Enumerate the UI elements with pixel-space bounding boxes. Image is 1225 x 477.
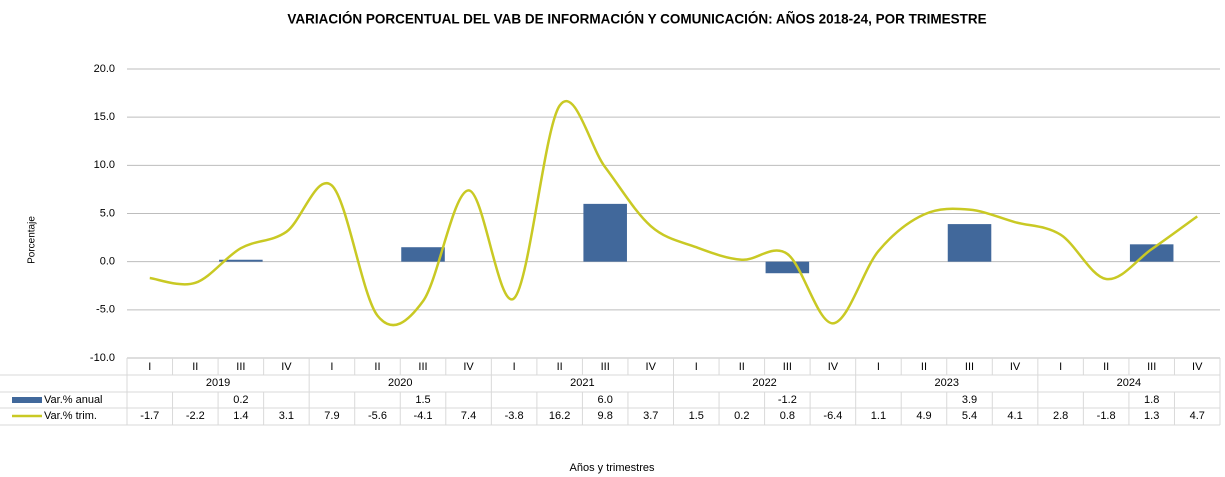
x-tick-label: II bbox=[557, 361, 563, 373]
data-label: 5.4 bbox=[962, 410, 977, 422]
x-tick-label: I bbox=[513, 361, 516, 373]
x-tick-label: IV bbox=[646, 361, 657, 373]
y-tick-label: -5.0 bbox=[96, 304, 115, 316]
data-label: 3.9 bbox=[962, 394, 977, 406]
x-tick-label: I bbox=[695, 361, 698, 373]
legend-label: Var.% trim. bbox=[44, 410, 97, 422]
data-label: 1.4 bbox=[233, 410, 248, 422]
x-axis-label: Años y trimestres bbox=[570, 462, 655, 474]
x-tick-label: I bbox=[330, 361, 333, 373]
y-tick-label: 5.0 bbox=[100, 207, 115, 219]
data-label: 16.2 bbox=[549, 410, 570, 422]
y-axis-label: Porcentaje bbox=[27, 216, 38, 264]
x-tick-label: III bbox=[418, 361, 427, 373]
data-label: 0.2 bbox=[233, 394, 248, 406]
data-label: -2.2 bbox=[186, 410, 205, 422]
data-label: 4.1 bbox=[1007, 410, 1022, 422]
x-tick-label: I bbox=[1059, 361, 1062, 373]
y-tick-label: 10.0 bbox=[94, 159, 115, 171]
data-label: -1.8 bbox=[1097, 410, 1116, 422]
data-label: 7.9 bbox=[324, 410, 339, 422]
data-label: 3.1 bbox=[279, 410, 294, 422]
group-label: 2021 bbox=[570, 377, 594, 389]
data-label: 1.5 bbox=[415, 394, 430, 406]
x-tick-label: III bbox=[783, 361, 792, 373]
x-tick-label: II bbox=[192, 361, 198, 373]
x-tick-label: II bbox=[1103, 361, 1109, 373]
bar bbox=[947, 224, 992, 262]
group-label: 2022 bbox=[752, 377, 776, 389]
x-tick-label: IV bbox=[281, 361, 292, 373]
data-label: 0.8 bbox=[780, 410, 795, 422]
data-label: 7.4 bbox=[461, 410, 476, 422]
data-label: 3.7 bbox=[643, 410, 658, 422]
line bbox=[149, 100, 1198, 327]
data-label: 4.7 bbox=[1190, 410, 1205, 422]
x-tick-label: II bbox=[739, 361, 745, 373]
bar bbox=[219, 259, 263, 262]
data-label: -5.6 bbox=[368, 410, 387, 422]
y-tick-label: 15.0 bbox=[94, 111, 115, 123]
x-tick-label: I bbox=[148, 361, 151, 373]
data-label: 1.3 bbox=[1144, 410, 1159, 422]
x-tick-label: II bbox=[921, 361, 927, 373]
bar bbox=[401, 247, 445, 262]
y-tick-label: 20.0 bbox=[94, 63, 115, 75]
x-tick-label: II bbox=[374, 361, 380, 373]
data-label: 1.1 bbox=[871, 410, 886, 422]
y-tick-label: -10.0 bbox=[90, 352, 115, 364]
group-label: 2023 bbox=[935, 377, 959, 389]
data-label: -3.8 bbox=[505, 410, 524, 422]
data-label: -4.1 bbox=[414, 410, 433, 422]
x-tick-label: III bbox=[236, 361, 245, 373]
data-label: 1.8 bbox=[1144, 394, 1159, 406]
x-tick-label: IV bbox=[1010, 361, 1021, 373]
data-label: 1.5 bbox=[689, 410, 704, 422]
x-tick-label: IV bbox=[828, 361, 839, 373]
bar bbox=[583, 203, 627, 262]
data-label: 4.9 bbox=[916, 410, 931, 422]
group-label: 2020 bbox=[388, 377, 412, 389]
legend-swatch bbox=[12, 397, 42, 403]
x-tick-label: III bbox=[601, 361, 610, 373]
chart-title: VARIACIÓN PORCENTUAL DEL VAB DE INFORMAC… bbox=[287, 12, 986, 27]
x-tick-label: III bbox=[965, 361, 974, 373]
data-label: 2.8 bbox=[1053, 410, 1068, 422]
x-tick-label: III bbox=[1147, 361, 1156, 373]
bar bbox=[765, 261, 810, 274]
y-tick-label: 0.0 bbox=[100, 256, 115, 268]
group-label: 2019 bbox=[206, 377, 230, 389]
data-label: -6.4 bbox=[823, 410, 842, 422]
data-label: -1.2 bbox=[778, 394, 797, 406]
data-label: 6.0 bbox=[598, 394, 613, 406]
group-label: 2024 bbox=[1117, 377, 1141, 389]
data-label: -1.7 bbox=[140, 410, 159, 422]
data-label: 9.8 bbox=[598, 410, 613, 422]
data-label: 0.2 bbox=[734, 410, 749, 422]
x-tick-label: IV bbox=[463, 361, 474, 373]
bar bbox=[1129, 244, 1174, 262]
x-tick-label: IV bbox=[1192, 361, 1203, 373]
x-tick-label: I bbox=[877, 361, 880, 373]
legend-label: Var.% anual bbox=[44, 394, 103, 406]
